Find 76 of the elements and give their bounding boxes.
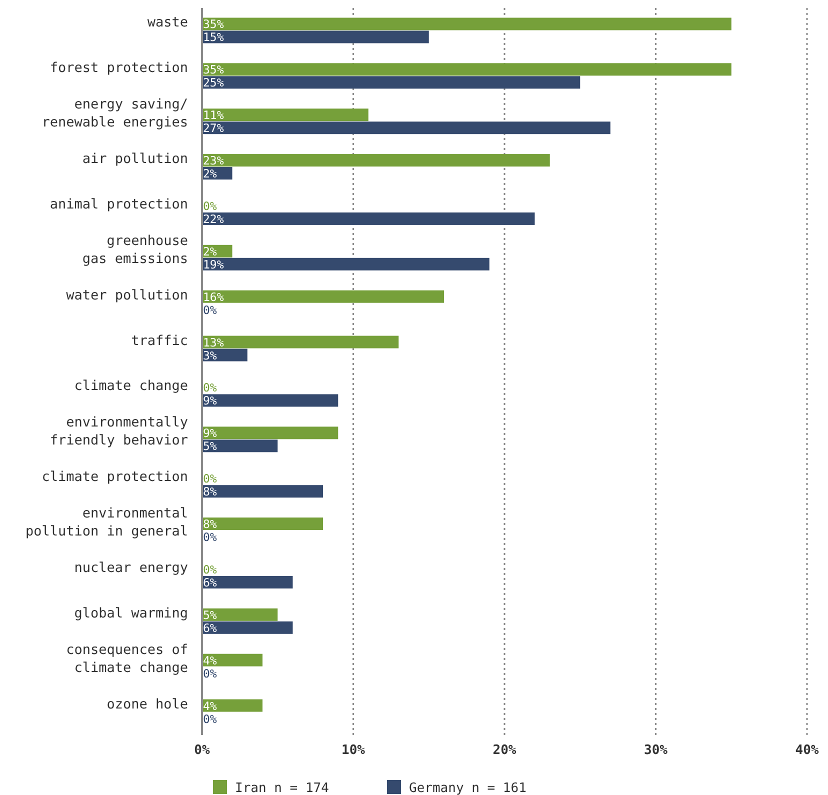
data-label: 0%: [203, 562, 217, 576]
bar: [202, 654, 262, 666]
y-tick-label: air pollution: [82, 151, 188, 168]
bar: [202, 440, 278, 452]
y-tick-label: global warming: [74, 605, 188, 622]
y-tick-label: nuclear energy: [74, 560, 188, 576]
y-tick-label: waste: [147, 14, 188, 31]
bar: [202, 699, 262, 712]
data-label: 0%: [203, 472, 217, 486]
y-tick-label: animal protection: [50, 196, 188, 212]
data-label: 35%: [203, 17, 224, 32]
y-tick-label: ozone hole: [106, 696, 188, 712]
data-label: 0%: [203, 666, 217, 680]
data-label: 6%: [203, 575, 217, 590]
data-label: 9%: [203, 394, 217, 408]
bar: [202, 608, 278, 621]
bar: [202, 394, 338, 407]
y-tick-label: environmentally friendly behavior: [50, 414, 188, 449]
data-label: 8%: [203, 517, 217, 532]
data-label: 8%: [203, 484, 217, 499]
data-label: 5%: [203, 439, 217, 454]
bar: [202, 336, 399, 348]
data-label: 4%: [203, 698, 217, 713]
data-label: 11%: [203, 108, 224, 122]
y-tick-label: traffic: [131, 332, 188, 349]
data-label: 0%: [203, 712, 217, 726]
data-label: 19%: [203, 257, 224, 272]
bar: [202, 108, 368, 122]
data-label: 13%: [203, 335, 224, 350]
y-tick-label: forest protection: [50, 60, 188, 76]
y-tick-label: consequences of climate change: [66, 642, 188, 676]
y-tick-label: energy saving/ renewable energies: [42, 96, 188, 131]
y-tick-label: environmental pollution in general: [25, 506, 188, 540]
data-label: 22%: [203, 212, 224, 226]
bar: [202, 212, 535, 225]
bar: [202, 485, 323, 498]
bar: [202, 518, 323, 530]
data-label: 35%: [203, 62, 224, 77]
data-label: 4%: [203, 653, 217, 668]
x-tick-label: 0%: [194, 743, 210, 758]
data-label: 9%: [203, 426, 217, 440]
data-label: 27%: [203, 121, 224, 136]
legend-label: Iran n = 174: [235, 781, 330, 795]
data-label: 0%: [203, 380, 217, 395]
bar: [202, 426, 338, 440]
data-label: 2%: [203, 166, 217, 181]
bar: [202, 30, 429, 44]
x-tick-label: 20%: [492, 743, 516, 758]
x-tick-label: 30%: [644, 743, 668, 758]
y-tick-label: climate protection: [42, 469, 188, 486]
data-label: 0%: [203, 198, 217, 213]
data-label: 0%: [203, 302, 217, 317]
data-label: 0%: [203, 530, 217, 544]
bar: [202, 258, 490, 270]
legend-label: Germany n = 161: [409, 781, 526, 795]
bar: [202, 621, 293, 634]
bar: [202, 18, 732, 30]
data-label: 15%: [203, 30, 224, 44]
data-label: 25%: [203, 76, 224, 90]
x-tick-label: 40%: [795, 743, 819, 758]
bar: [202, 63, 732, 76]
bar: [202, 122, 610, 134]
x-tick-label: 10%: [342, 743, 366, 758]
data-label: 23%: [203, 154, 224, 168]
data-label: 2%: [203, 244, 217, 258]
data-label: 3%: [203, 348, 217, 362]
bar: [202, 76, 580, 89]
bar: [202, 290, 444, 303]
y-tick-label: greenhouse gas emissions: [82, 232, 188, 267]
data-label: 16%: [203, 290, 224, 304]
y-tick-label: climate change: [74, 378, 188, 394]
bar: [202, 154, 550, 167]
data-label: 6%: [203, 620, 217, 635]
data-label: 5%: [203, 608, 217, 622]
y-tick-label: water pollution: [66, 287, 188, 304]
bar: [202, 576, 293, 588]
